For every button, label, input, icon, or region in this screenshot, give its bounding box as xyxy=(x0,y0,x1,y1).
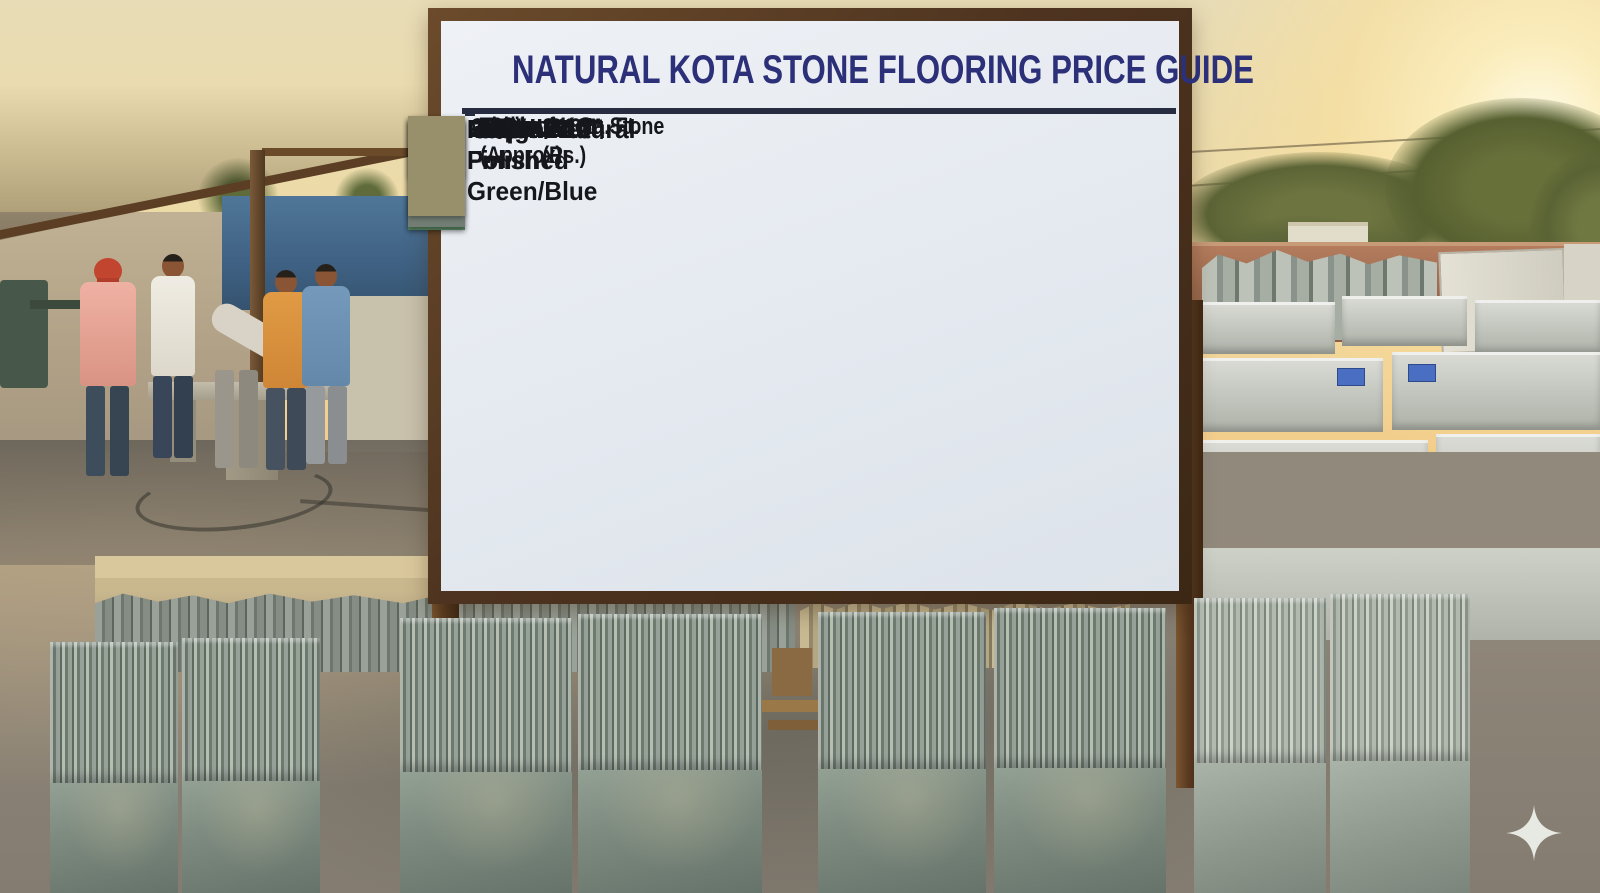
size-cell: 1.5” x 210” xyxy=(467,111,602,143)
foreground-slab-stack xyxy=(994,608,1166,893)
foreground-slab-stack xyxy=(1194,598,1326,893)
table-row: 3.5pm 1.5” x 210” 300/- xyxy=(465,111,602,173)
worker-white-shirt xyxy=(150,254,196,460)
stack-label-tag xyxy=(1408,364,1436,382)
stack-label-tag xyxy=(1337,368,1365,386)
roof-beam xyxy=(262,148,438,156)
foreground-slab-stack xyxy=(818,612,986,893)
slab-edges xyxy=(1330,594,1470,762)
worker-torso xyxy=(302,286,350,386)
slab-face xyxy=(994,767,1166,893)
table-row: 3.5pm 15” x 210” 600/- xyxy=(465,111,595,170)
size-cell: 15” x 210” xyxy=(467,111,595,143)
table-row: Rough/Natural 3.5pm 16” x 2.10” 600/- xyxy=(408,111,635,216)
price-cell: 600/- xyxy=(469,111,532,143)
worker-orange-shirt xyxy=(262,270,310,470)
slab-face xyxy=(182,780,320,893)
price-cell: 300/- xyxy=(471,111,534,144)
sparkle-watermark-icon xyxy=(1506,805,1562,861)
worker-leg xyxy=(306,386,325,464)
slab-edges xyxy=(818,612,986,770)
slab-face xyxy=(400,772,572,893)
slab-edges xyxy=(50,642,178,783)
column-header-type: Type of Kota Stone xyxy=(465,111,664,140)
worker-head xyxy=(315,264,337,288)
table-row: 2.0pm 20” x 2.10” 300/- xyxy=(465,111,602,155)
size-cell: 16” x 2.10” xyxy=(469,111,604,144)
slab-face xyxy=(578,770,762,893)
slab-face xyxy=(1194,763,1326,893)
slab-stack xyxy=(1178,358,1383,432)
worker-head xyxy=(162,254,184,278)
foreground-slab-stack xyxy=(182,638,320,893)
slab-edges xyxy=(182,638,320,781)
column-header-size: Size (Approx) xyxy=(469,111,562,169)
slab-edges xyxy=(1194,598,1326,764)
slab-edges xyxy=(400,618,572,772)
slab-face xyxy=(1330,761,1470,893)
thickness-cell: 2.0pm xyxy=(465,111,541,143)
worker-leg xyxy=(174,376,193,458)
stone-cutting-machine xyxy=(0,280,48,388)
worker-leg xyxy=(153,376,172,458)
slab-edges xyxy=(994,608,1166,768)
wood-pallet xyxy=(768,720,828,730)
foreground-slab-stack xyxy=(1330,594,1470,893)
worker-head xyxy=(275,270,297,294)
worker-torso xyxy=(151,276,195,376)
worker-leg xyxy=(215,370,234,468)
worker-leg xyxy=(239,370,258,468)
slab-face xyxy=(818,769,986,893)
thickness-cell: 3.5pm xyxy=(467,111,543,144)
size-cell: 20” x 2.10” xyxy=(467,111,602,143)
stone-sample-swatch xyxy=(408,116,465,216)
table-header-row: Type of Kota Stone Thickness Size (Appro… xyxy=(465,111,664,186)
slab-edges xyxy=(578,614,762,771)
foreground-slab-stack xyxy=(578,614,762,893)
foreground-slab-stack xyxy=(50,642,178,893)
thickness-cell: 3.5pm xyxy=(467,111,543,144)
slab-stack xyxy=(1475,300,1600,354)
slab-stack xyxy=(1392,352,1600,430)
worker-leg xyxy=(287,388,306,470)
slab-stack xyxy=(1342,296,1467,346)
worker-torso xyxy=(80,282,136,386)
slab-face xyxy=(50,782,178,893)
worker-blue-shirt xyxy=(301,264,351,464)
wood-pallet xyxy=(762,700,828,712)
worker-leg xyxy=(266,388,285,470)
price-cell: 200/- xyxy=(471,111,534,144)
price-table: Type of Kota Stone Thickness Size (Appro… xyxy=(408,108,1176,230)
slab-stack xyxy=(1185,302,1335,354)
worker-leg xyxy=(110,386,129,476)
thickness-cell: 3.5pm xyxy=(467,111,543,144)
worker-leg xyxy=(86,386,105,476)
size-cell: 20” x 2.10” xyxy=(469,111,604,144)
worker-torso xyxy=(263,292,309,388)
sign-board-surface xyxy=(441,21,1179,591)
thickness-cell: 3.5pm xyxy=(465,111,541,143)
price-cell: 300/- xyxy=(469,111,532,143)
size-cell: 16” x 2.10” xyxy=(469,111,604,144)
worker-pink-shirt xyxy=(78,258,138,478)
price-cell: 600/- xyxy=(471,111,534,144)
worker-leg xyxy=(328,386,347,464)
column-header-price: Price per Sq. Ft. (Rs.) xyxy=(471,111,639,169)
machine-arm xyxy=(30,300,100,309)
foreground-slab-stack xyxy=(400,618,572,893)
price-sign-board: NATURAL KOTA STONE FLOORING PRICE GUIDE … xyxy=(408,8,1254,604)
wood-pallet xyxy=(772,648,812,696)
sign-title: NATURAL KOTA STONE FLOORING PRICE GUIDE xyxy=(512,48,1254,92)
